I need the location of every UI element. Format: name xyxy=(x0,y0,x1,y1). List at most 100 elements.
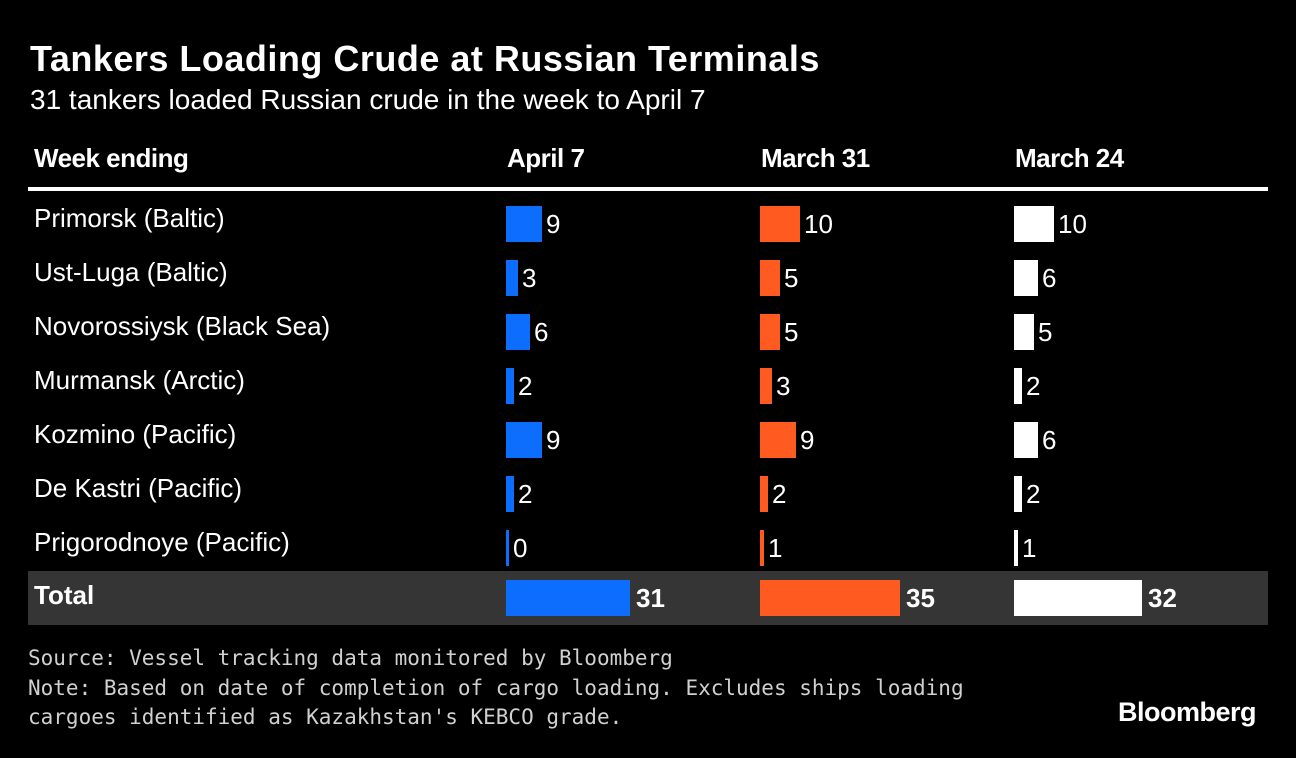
table-row: De Kastri (Pacific) 2 2 2 xyxy=(28,461,1268,515)
bloomberg-logo: Bloomberg xyxy=(1117,697,1257,727)
value-cell: 9 xyxy=(506,206,560,242)
bar-2-5 xyxy=(1014,476,1022,512)
table-row: Prigorodnoye (Pacific) 0 1 1 xyxy=(28,515,1268,569)
value-cell: 2 xyxy=(1014,368,1040,404)
total-value-label: 32 xyxy=(1148,582,1177,613)
value-cell: 10 xyxy=(760,206,833,242)
value-cell: 3 xyxy=(760,368,790,404)
total-row: Total 31 35 32 xyxy=(28,571,1268,625)
table-row: Kozmino (Pacific) 9 9 6 xyxy=(28,407,1268,461)
bar-1-1 xyxy=(760,260,780,296)
value-cell: 2 xyxy=(506,368,532,404)
chart-subtitle: 31 tankers loaded Russian crude in the w… xyxy=(30,84,706,115)
value-cell: 6 xyxy=(1014,422,1056,458)
bar-value-label: 6 xyxy=(1042,424,1057,455)
bar-0-5 xyxy=(506,476,514,512)
value-cell: 1 xyxy=(760,530,782,566)
total-value-label: 35 xyxy=(906,582,935,613)
terminal-name: Ust-Luga (Baltic) xyxy=(34,257,228,287)
source-note: Source: Vessel tracking data monitored b… xyxy=(28,646,673,670)
bar-value-label: 3 xyxy=(776,370,791,401)
table-row: Novorossiysk (Black Sea) 6 5 5 xyxy=(28,299,1268,353)
bar-value-label: 6 xyxy=(1042,262,1057,293)
table-row: Primorsk (Baltic) 9 10 10 xyxy=(28,191,1268,245)
terminal-name: Kozmino (Pacific) xyxy=(34,419,237,449)
footer-notes: Source: Vessel tracking data monitored b… xyxy=(28,644,964,733)
total-bar-1 xyxy=(760,580,900,616)
value-cell: 9 xyxy=(506,422,560,458)
bar-0-3 xyxy=(506,368,514,404)
bar-2-1 xyxy=(1014,260,1038,296)
terminal-name: De Kastri (Pacific) xyxy=(34,473,243,503)
bar-1-0 xyxy=(760,206,800,242)
bar-value-label: 2 xyxy=(518,478,533,509)
terminal-name: Novorossiysk (Black Sea) xyxy=(34,311,331,341)
value-cell: 2 xyxy=(760,476,786,512)
bar-value-label: 3 xyxy=(522,262,537,293)
value-cell: 2 xyxy=(506,476,532,512)
bar-1-4 xyxy=(760,422,796,458)
bar-2-2 xyxy=(1014,314,1034,350)
total-value-label: 31 xyxy=(636,582,665,613)
bar-value-label: 1 xyxy=(768,532,783,563)
bar-1-5 xyxy=(760,476,768,512)
value-cell: 3 xyxy=(506,260,536,296)
bar-2-4 xyxy=(1014,422,1038,458)
note-line-1: Note: Based on date of completion of car… xyxy=(28,675,964,700)
bar-value-label: 2 xyxy=(1026,370,1041,401)
value-cell: 5 xyxy=(1014,314,1052,350)
data-table: Week ending April 7 March 31 March 24 Pr… xyxy=(28,135,1268,625)
bar-1-3 xyxy=(760,368,772,404)
bar-2-0 xyxy=(1014,206,1054,242)
bar-0-4 xyxy=(506,422,542,458)
bar-value-label: 5 xyxy=(1038,316,1053,347)
total-cell: 31 xyxy=(506,580,665,616)
value-cell: 9 xyxy=(760,422,814,458)
bar-0-2 xyxy=(506,314,530,350)
bar-0-6 xyxy=(506,530,509,566)
value-cell: 10 xyxy=(1014,206,1087,242)
table-row: Ust-Luga (Baltic) 3 5 6 xyxy=(28,245,1268,299)
value-cell: 5 xyxy=(760,314,798,350)
bar-1-2 xyxy=(760,314,780,350)
header-col-2: March 24 xyxy=(1015,143,1124,173)
table-header: Week ending April 7 March 31 March 24 xyxy=(28,135,1268,191)
value-cell: 2 xyxy=(1014,476,1040,512)
bar-2-6 xyxy=(1014,530,1018,566)
bar-value-label: 5 xyxy=(784,262,799,293)
bar-value-label: 2 xyxy=(1026,478,1041,509)
bar-0-0 xyxy=(506,206,542,242)
bar-1-6 xyxy=(760,530,764,566)
bar-value-label: 2 xyxy=(518,370,533,401)
bar-0-1 xyxy=(506,260,518,296)
total-bar-2 xyxy=(1014,580,1142,616)
value-cell: 0 xyxy=(506,530,527,566)
header-week-ending: Week ending xyxy=(34,143,189,173)
bar-value-label: 5 xyxy=(784,316,799,347)
bar-value-label: 1 xyxy=(1022,532,1037,563)
table-row: Murmansk (Arctic) 2 3 2 xyxy=(28,353,1268,407)
value-cell: 6 xyxy=(1014,260,1056,296)
terminal-name: Murmansk (Arctic) xyxy=(34,365,245,395)
bar-value-label: 2 xyxy=(772,478,787,509)
bar-value-label: 10 xyxy=(1058,208,1087,239)
header-col-0: April 7 xyxy=(507,143,585,173)
total-bar-0 xyxy=(506,580,630,616)
bar-value-label: 6 xyxy=(534,316,549,347)
bar-value-label: 9 xyxy=(800,424,815,455)
header-col-1: March 31 xyxy=(761,143,870,173)
total-label: Total xyxy=(34,580,95,610)
bar-value-label: 0 xyxy=(513,532,528,563)
bar-value-label: 9 xyxy=(546,424,561,455)
total-cell: 35 xyxy=(760,580,935,616)
terminal-name: Primorsk (Baltic) xyxy=(34,203,225,233)
table-body: Primorsk (Baltic) 9 10 10 Ust-Luga (Baltic) 3… xyxy=(28,191,1268,569)
note-line-2: cargoes identified as Kazakhstan's KEBCO… xyxy=(28,705,623,729)
value-cell: 5 xyxy=(760,260,798,296)
value-cell: 6 xyxy=(506,314,548,350)
bar-2-3 xyxy=(1014,368,1022,404)
bar-value-label: 9 xyxy=(546,208,561,239)
value-cell: 1 xyxy=(1014,530,1036,566)
bar-value-label: 10 xyxy=(804,208,833,239)
total-cell: 32 xyxy=(1014,580,1177,616)
